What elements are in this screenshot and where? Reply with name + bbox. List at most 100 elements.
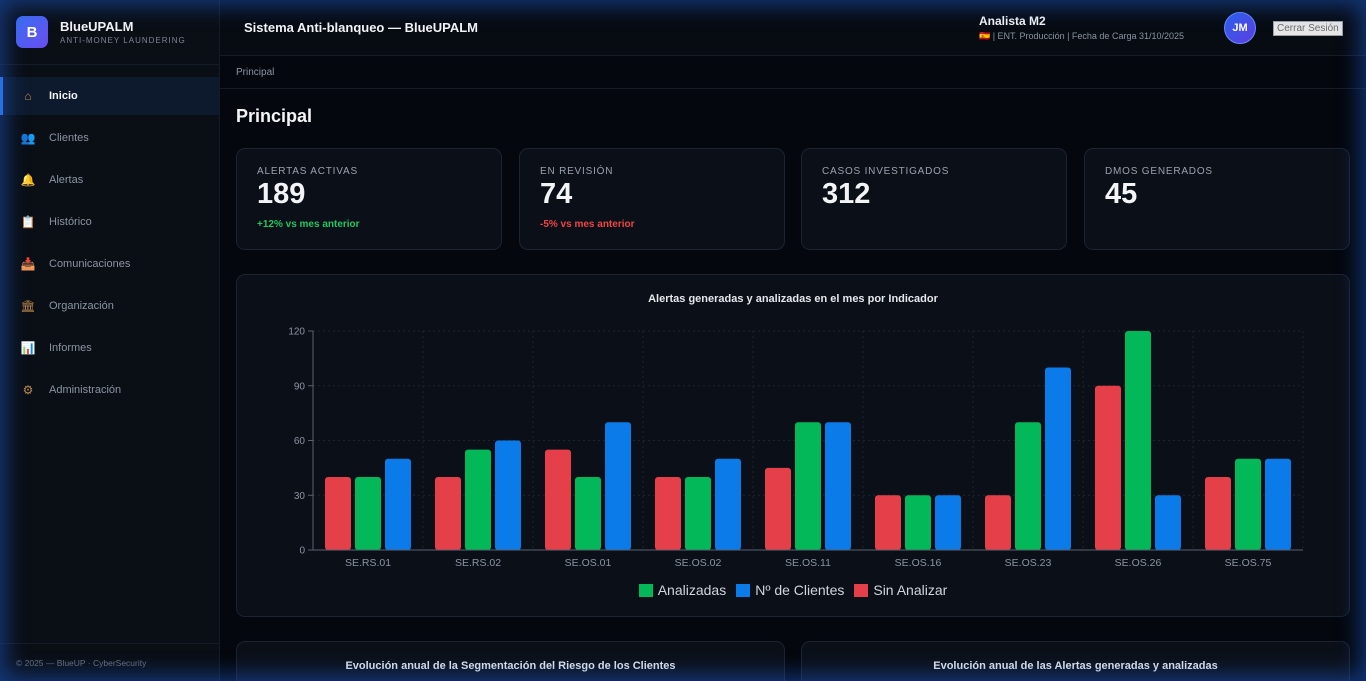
stat-value: 189 bbox=[257, 178, 306, 210]
app-title: Sistema Anti-blanqueo — BlueUPALM bbox=[244, 20, 479, 35]
alerts-evolution-card: Evolución anual de las Alertas generadas… bbox=[801, 641, 1350, 681]
sidebar-item-administracion[interactable]: ⚙ Administración bbox=[0, 371, 219, 409]
bar-n-de-clientes-se.os.75 bbox=[1265, 458, 1291, 550]
bar-n-de-clientes-se.os.26 bbox=[1155, 495, 1181, 550]
house-icon: ⌂ bbox=[24, 89, 32, 103]
top-header: Sistema Anti-blanqueo — BlueUPALM Analis… bbox=[220, 0, 1366, 56]
risk-segmentation-card: Evolución anual de la Segmentación del R… bbox=[236, 641, 785, 681]
stat-delta: +12% vs mes anterior bbox=[257, 219, 360, 230]
bar-analizadas-se.os.11 bbox=[795, 422, 821, 550]
x-tick-label: SE.OS.02 bbox=[675, 557, 722, 569]
y-tick-label: 60 bbox=[294, 436, 306, 447]
page-title: Principal bbox=[236, 106, 313, 126]
chart-title: Alertas generadas y analizadas en el mes… bbox=[648, 293, 938, 305]
x-tick-label: SE.OS.23 bbox=[1005, 557, 1052, 569]
gear-icon: ⚙ bbox=[22, 383, 34, 397]
y-tick-label: 90 bbox=[294, 381, 306, 392]
stat-value: 312 bbox=[822, 178, 871, 210]
x-tick-label: SE.RS.01 bbox=[345, 557, 391, 569]
bar-sin-analizar-se.rs.02 bbox=[435, 477, 461, 550]
bar-analizadas-se.os.75 bbox=[1235, 458, 1261, 550]
stat-delta: -5% vs mes anterior bbox=[540, 219, 635, 230]
legend-label: Sin Analizar bbox=[873, 582, 948, 598]
chart-legend: Analizadas Nº de Clientes Sin Analizar bbox=[237, 582, 1349, 598]
x-tick-label: SE.OS.11 bbox=[785, 557, 831, 569]
sidebar-item-organizacion[interactable]: 🏛 Organización bbox=[0, 287, 219, 325]
x-tick-label: SE.OS.26 bbox=[1115, 557, 1162, 569]
stat-value: 45 bbox=[1105, 178, 1138, 210]
sidebar-item-alertas[interactable]: 🔔 Alertas bbox=[0, 161, 219, 199]
bar-sin-analizar-se.os.11 bbox=[765, 467, 791, 550]
legend-item[interactable]: Nº de Clientes bbox=[736, 582, 844, 598]
bar-analizadas-se.os.02 bbox=[685, 477, 711, 550]
legend-item[interactable]: Sin Analizar bbox=[854, 582, 947, 598]
stat-label: ALERTAS ACTIVAS bbox=[257, 166, 358, 177]
bar-n-de-clientes-se.os.11 bbox=[825, 422, 851, 550]
bar-n-de-clientes-se.os.02 bbox=[715, 458, 741, 550]
stat-card-dmos-generados: DMOS GENERADOS 45 bbox=[1084, 148, 1350, 250]
bar-analizadas-se.os.26 bbox=[1125, 331, 1151, 550]
sidebar-item-label: Comunicaciones bbox=[49, 258, 131, 270]
x-tick-label: SE.OS.01 bbox=[565, 557, 612, 569]
sidebar-nav: ⌂ Inicio 👥 Clientes 🔔 Alertas 📋 Histórico 📥 Comun… bbox=[0, 77, 219, 409]
stat-label: EN REVISIÓN bbox=[540, 166, 614, 177]
brand-subtitle: ANTI-MONEY LAUNDERING bbox=[60, 36, 186, 45]
user-name: Analista M2 bbox=[979, 14, 1046, 28]
sidebar-item-label: Clientes bbox=[49, 132, 89, 144]
legend-swatch bbox=[736, 583, 751, 597]
x-tick-label: SE.RS.02 bbox=[455, 557, 501, 569]
x-tick-label: SE.OS.75 bbox=[1225, 557, 1272, 569]
stat-card-en-revision: EN REVISIÓN 74 -5% vs mes anterior bbox=[519, 148, 785, 250]
sidebar-item-label: Informes bbox=[49, 342, 92, 354]
brand-name: BlueUPALM bbox=[60, 19, 134, 34]
stat-label: DMOS GENERADOS bbox=[1105, 166, 1213, 177]
sidebar-item-clientes[interactable]: 👥 Clientes bbox=[0, 119, 219, 157]
stat-card-alertas-activas: ALERTAS ACTIVAS 189 +12% vs mes anterior bbox=[236, 148, 502, 250]
alerts-by-indicator-chart: Alertas generadas y analizadas en el mes… bbox=[236, 274, 1350, 617]
sidebar-item-comunicaciones[interactable]: 📥 Comunicaciones bbox=[0, 245, 219, 283]
y-tick-label: 30 bbox=[294, 491, 306, 502]
stat-card-casos-investigados: CASOS INVESTIGADOS 312 bbox=[801, 148, 1067, 250]
sidebar-item-label: Organización bbox=[49, 300, 114, 312]
legend-item[interactable]: Analizadas bbox=[638, 582, 726, 598]
bell-icon: 🔔 bbox=[20, 173, 36, 187]
user-info: Analista M2 🇪🇸 | ENT. Producción | Fecha… bbox=[979, 14, 1184, 42]
avatar[interactable]: JM bbox=[1224, 12, 1256, 44]
bar-n-de-clientes-se.rs.01 bbox=[385, 458, 411, 550]
card-title: Evolución anual de la Segmentación del R… bbox=[345, 660, 676, 672]
sidebar-item-informes[interactable]: 📊 Informes bbox=[0, 329, 219, 367]
bar-n-de-clientes-se.os.23 bbox=[1045, 367, 1071, 550]
bar-analizadas-se.rs.02 bbox=[465, 449, 491, 550]
sidebar-item-inicio[interactable]: ⌂ Inicio bbox=[0, 77, 219, 115]
sidebar: B BlueUPALM ANTI-MONEY LAUNDERING ⌂ Inici… bbox=[0, 0, 220, 681]
bar-n-de-clientes-se.os.01 bbox=[605, 422, 631, 550]
brand: B BlueUPALM ANTI-MONEY LAUNDERING bbox=[0, 0, 219, 65]
bar-chart-icon: 📊 bbox=[20, 341, 36, 355]
logout-button[interactable]: Cerrar Sesión bbox=[1273, 21, 1343, 36]
sidebar-item-label: Histórico bbox=[49, 216, 92, 228]
bar-n-de-clientes-se.os.16 bbox=[935, 495, 961, 550]
clipboard-icon: 📋 bbox=[20, 215, 36, 229]
sidebar-item-label: Administración bbox=[49, 384, 122, 396]
y-tick-label: 0 bbox=[299, 546, 305, 557]
user-meta: 🇪🇸 | ENT. Producción | Fecha de Carga 31… bbox=[979, 31, 1184, 41]
card-title: Evolución anual de las Alertas generadas… bbox=[933, 660, 1218, 672]
bar-n-de-clientes-se.rs.02 bbox=[495, 440, 521, 550]
bar-sin-analizar-se.os.26 bbox=[1095, 385, 1121, 550]
sidebar-item-label: Alertas bbox=[49, 174, 84, 186]
bar-sin-analizar-se.os.75 bbox=[1205, 477, 1231, 550]
legend-swatch bbox=[854, 583, 869, 597]
brand-logo: B bbox=[16, 16, 48, 48]
bar-sin-analizar-se.os.16 bbox=[875, 495, 901, 550]
sidebar-item-historico[interactable]: 📋 Histórico bbox=[0, 203, 219, 241]
stat-label: CASOS INVESTIGADOS bbox=[822, 166, 950, 177]
breadcrumb[interactable]: Principal bbox=[220, 56, 1366, 89]
legend-label: Nº de Clientes bbox=[755, 582, 845, 598]
legend-swatch bbox=[638, 583, 653, 597]
stat-value: 74 bbox=[540, 178, 573, 210]
bar-analizadas-se.os.16 bbox=[905, 495, 931, 550]
y-tick-label: 120 bbox=[288, 327, 305, 338]
bar-analizadas-se.os.23 bbox=[1015, 422, 1041, 550]
users-icon: 👥 bbox=[20, 131, 36, 145]
bar-analizadas-se.os.01 bbox=[575, 477, 601, 550]
